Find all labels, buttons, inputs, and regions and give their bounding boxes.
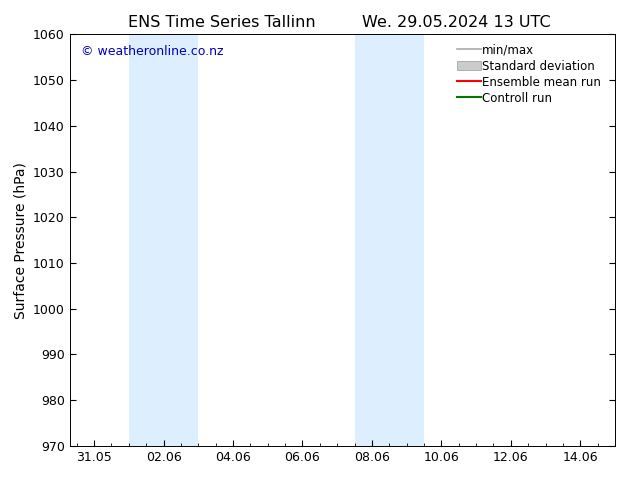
Text: ENS Time Series Tallinn: ENS Time Series Tallinn — [128, 15, 316, 30]
Bar — [354, 34, 424, 446]
Y-axis label: Surface Pressure (hPa): Surface Pressure (hPa) — [13, 162, 27, 318]
Bar — [129, 34, 198, 446]
Text: © weatheronline.co.nz: © weatheronline.co.nz — [81, 45, 223, 58]
Text: We. 29.05.2024 13 UTC: We. 29.05.2024 13 UTC — [362, 15, 551, 30]
Legend: min/max, Standard deviation, Ensemble mean run, Controll run: min/max, Standard deviation, Ensemble me… — [453, 40, 609, 108]
